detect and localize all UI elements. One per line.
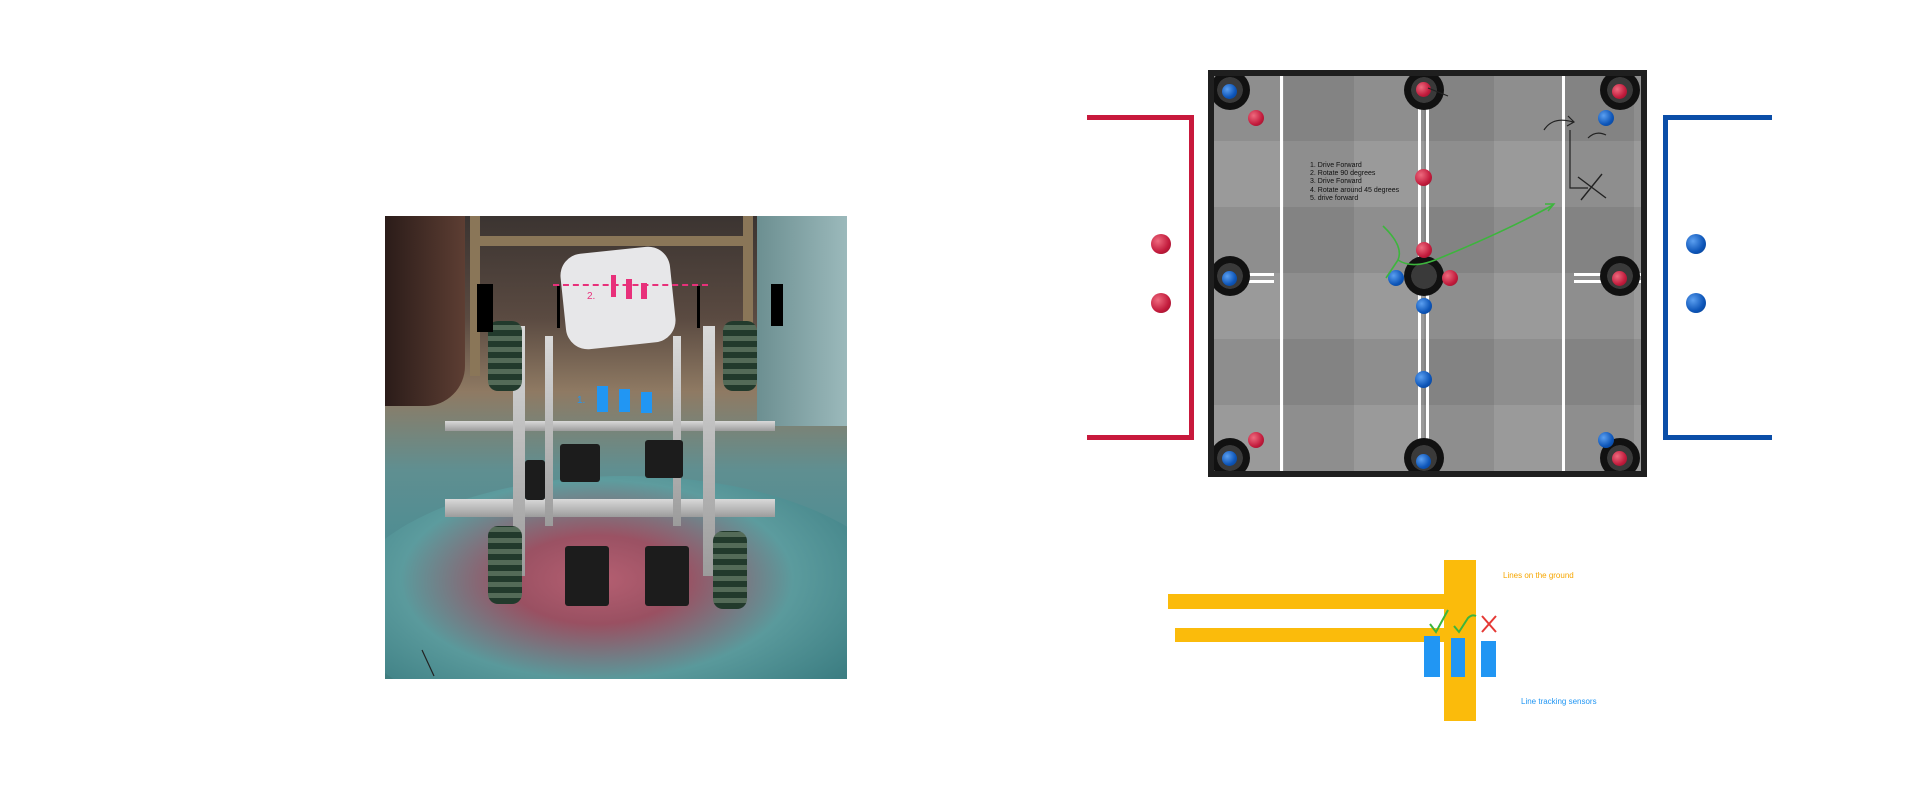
robot-path-drawing [1382, 87, 1607, 279]
pink-sensor-bar [611, 275, 616, 297]
black-line-marker [477, 284, 493, 332]
red-ball [1248, 432, 1264, 448]
blue-ball [1388, 270, 1404, 286]
blue-ball [1686, 234, 1706, 254]
blue-ball [1415, 371, 1432, 388]
robot-upright-inner-right [673, 336, 681, 526]
check-icon [1429, 609, 1449, 634]
field-line [1280, 76, 1283, 471]
photo-pillow [558, 244, 678, 352]
red-ball [1612, 271, 1627, 286]
auton-steps: 1. Drive Forward 2. Rotate 90 degrees 3.… [1310, 162, 1399, 203]
sensor-status-marks [1429, 609, 1497, 634]
auton-step: 2. Rotate 90 degrees [1310, 170, 1376, 178]
robot-motor [645, 546, 689, 606]
auton-step: 3. Drive Forward [1310, 178, 1362, 186]
red-ball [1248, 110, 1264, 126]
red-ball [1612, 84, 1627, 99]
x-mark [1577, 173, 1607, 201]
blue-ball [1222, 451, 1237, 466]
blue-sensor-bar [597, 386, 608, 412]
line-tracking-sensor [1481, 641, 1496, 677]
robot-wheel-rear-right [713, 531, 747, 609]
cross-icon [1481, 615, 1497, 633]
red-ball [1442, 270, 1458, 286]
auton-step: 1. Drive Forward [1310, 162, 1362, 169]
pink-sensor-bar [626, 279, 632, 299]
photo-shelf-post-left [470, 216, 480, 376]
red-ball [1415, 169, 1432, 186]
robot-frame-upper [445, 421, 775, 431]
ground-line-horizontal-2 [1175, 628, 1444, 642]
robot-wheel-rear-left [488, 526, 522, 604]
robot-wheel-front-left [488, 321, 522, 391]
ground-line-horizontal-1 [1168, 594, 1444, 609]
ground-lines-label: Lines on the ground [1503, 571, 1574, 580]
robot-motor [645, 440, 683, 478]
blue-ball [1416, 454, 1431, 469]
robot-motor [560, 444, 600, 482]
pen-stroke [1427, 87, 1449, 97]
blue-ball [1598, 110, 1614, 126]
black-arrow [1543, 119, 1574, 131]
black-arrow [1587, 132, 1607, 139]
red-ball [1416, 242, 1432, 258]
blue-alliance-goal [1663, 115, 1772, 440]
green-arrowhead [1545, 203, 1556, 212]
red-ball [1416, 82, 1431, 97]
line-sensors-label: Line tracking sensors [1521, 697, 1597, 706]
red-alliance-goal [1087, 115, 1194, 440]
line-tracking-sensor [1451, 638, 1465, 677]
black-line-marker [697, 286, 700, 328]
photo-shelf-post-right [743, 216, 753, 376]
pink-sensor-bar [641, 283, 647, 299]
blue-ball [1416, 298, 1432, 314]
blue-sensor-bar [641, 392, 652, 413]
auton-step: 4. Rotate around 45 degrees [1310, 186, 1400, 194]
game-field [1208, 70, 1647, 477]
blue-ball [1598, 432, 1614, 448]
blue-ball [1222, 271, 1237, 286]
red-ball [1151, 293, 1171, 313]
photo-label-2: 2. [587, 291, 596, 302]
green-path [1382, 204, 1554, 266]
black-line-marker [771, 284, 783, 326]
robot-photo [385, 216, 847, 679]
robot-upright-inner-left [545, 336, 553, 526]
robot-motor [565, 546, 609, 606]
blue-sensor-bar [619, 389, 630, 412]
black-corner-line [1569, 130, 1588, 189]
red-ball [1612, 451, 1627, 466]
robot-motor [525, 460, 545, 500]
photo-background-couch [385, 216, 465, 406]
red-ball [1151, 234, 1171, 254]
check-icon [1453, 614, 1477, 634]
blue-ball [1222, 84, 1237, 99]
blue-ball [1686, 293, 1706, 313]
green-path [1385, 259, 1399, 279]
photo-shelf [470, 236, 750, 246]
photo-label-1: 1. [577, 395, 586, 406]
robot-frame-lower [445, 499, 775, 517]
black-line-marker [557, 286, 560, 328]
auton-step: 5. drive forward [1310, 194, 1359, 202]
robot-upright-right [703, 326, 715, 576]
black-arrowhead [1566, 115, 1575, 127]
line-tracking-sensor [1424, 636, 1440, 677]
field-line [1562, 76, 1565, 471]
pen-stroke [421, 649, 435, 677]
robot-wheel-front-right [723, 321, 757, 391]
